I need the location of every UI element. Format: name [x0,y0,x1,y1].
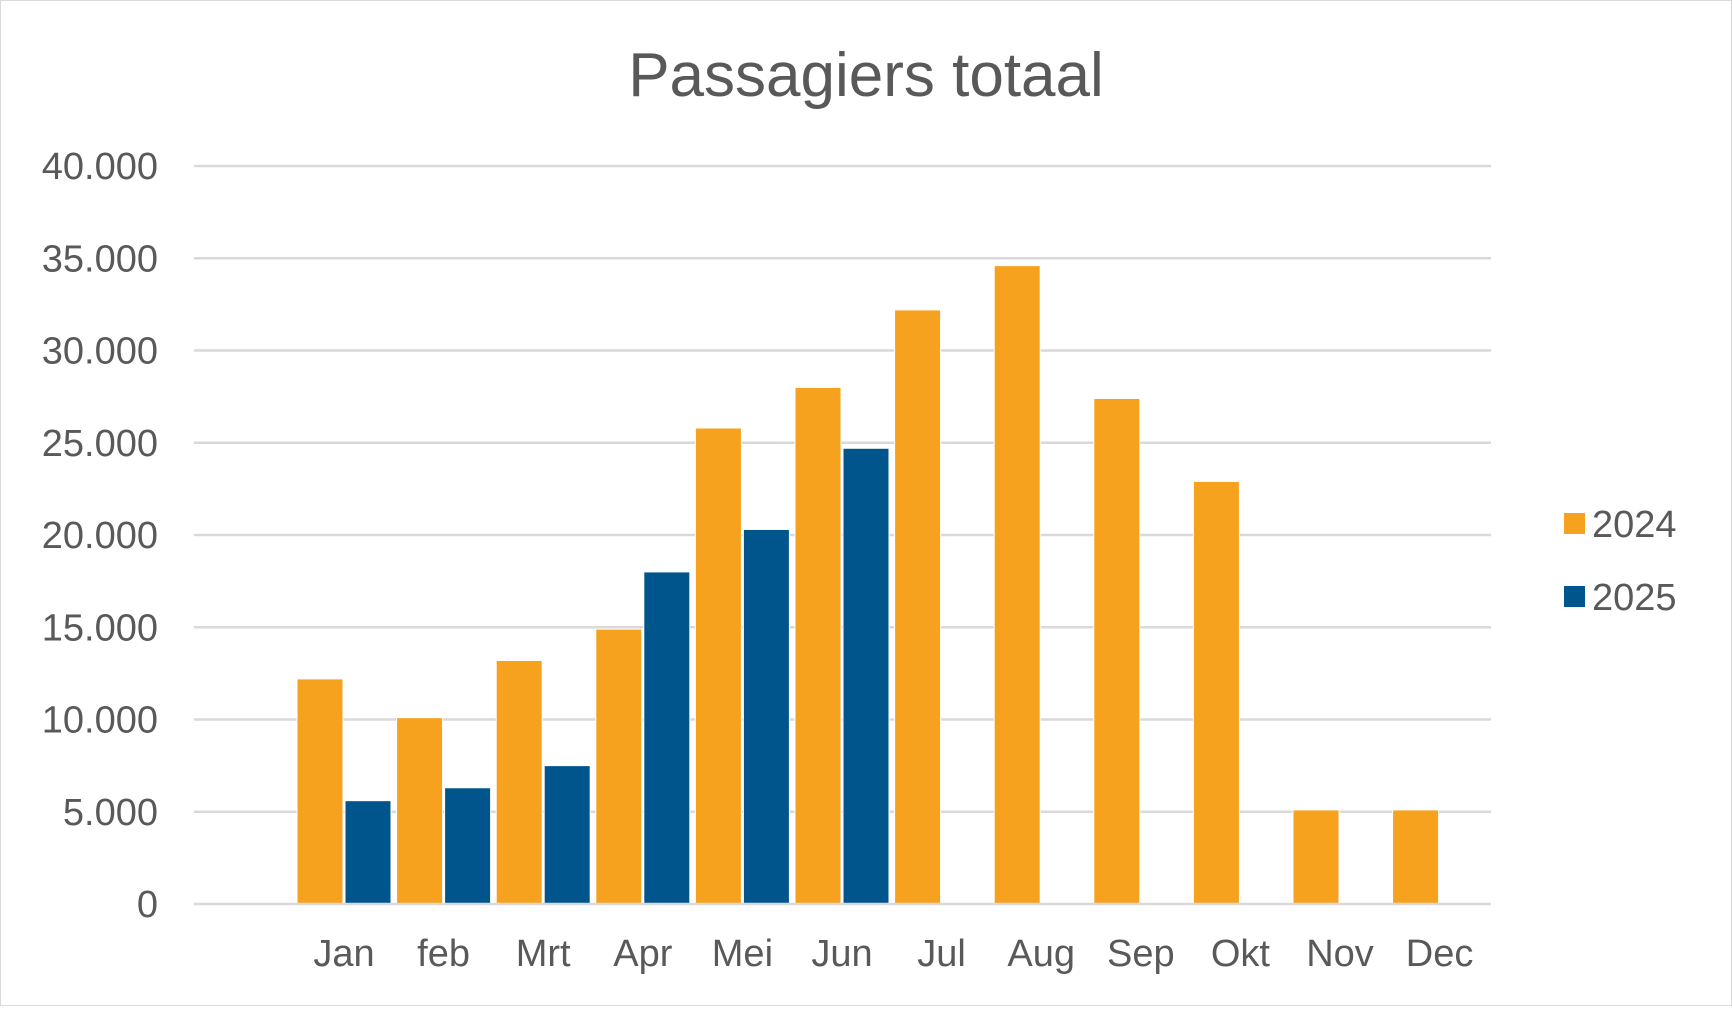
bar-2024-jan [296,678,344,905]
y-tick-label: 20.000 [42,515,158,557]
x-axis-ticks: Jan feb Mrt Apr Mei Jun Jul Aug Sep Okt Nov Dec [313,933,1473,975]
bar-2025-jan [344,800,392,905]
bar-2025-feb [444,787,492,905]
y-tick-label: 35.000 [42,238,158,280]
x-tick-label: Okt [1211,933,1271,975]
y-tick-label: 40.000 [42,146,158,188]
bar-2024-jun [794,386,842,905]
legend-swatch-2024 [1564,513,1585,534]
x-tick-label: feb [417,933,470,975]
y-tick-label: 25.000 [42,423,158,465]
legend: 2024 2025 [1564,504,1677,619]
y-tick-label: 0 [137,884,158,926]
y-tick-label: 15.000 [42,607,158,649]
bar-2024-dec [1392,809,1440,905]
x-tick-label: Dec [1406,933,1474,975]
y-axis-ticks: 0 5.000 10.000 15.000 20.000 25.000 30.000 35.0… [42,146,158,926]
bar-2025-mei [742,528,790,905]
legend-label-2025: 2025 [1592,577,1677,619]
bar-2025-apr [643,571,691,905]
x-tick-label: Aug [1007,933,1075,975]
y-tick-label: 30.000 [42,331,158,373]
x-tick-label: Nov [1306,933,1374,975]
x-tick-label: Sep [1107,933,1175,975]
bar-2025-jun [842,447,890,905]
x-tick-label: Jan [313,933,374,975]
x-tick-label: Mei [712,933,773,975]
bar-2025-mrt [543,765,591,905]
legend-label-2024: 2024 [1592,504,1677,546]
y-tick-label: 5.000 [63,792,158,834]
bar-2024-nov [1292,809,1340,905]
bar-2024-jul [894,309,942,905]
y-tick-label: 10.000 [42,700,158,742]
x-tick-label: Apr [613,933,672,975]
x-tick-label: Mrt [516,933,571,975]
bar-2024-apr [595,628,643,905]
x-tick-label: Jul [917,933,966,975]
bars [296,265,1440,905]
bar-2024-aug [993,265,1041,905]
chart-title: Passagiers totaal [628,41,1104,110]
bar-2024-mei [694,427,742,905]
bar-2024-feb [396,717,444,905]
legend-swatch-2025 [1564,586,1585,607]
bar-2024-okt [1192,480,1240,905]
bar-2024-sep [1093,397,1141,905]
x-tick-label: Jun [811,933,872,975]
bar-2024-mrt [495,659,543,905]
